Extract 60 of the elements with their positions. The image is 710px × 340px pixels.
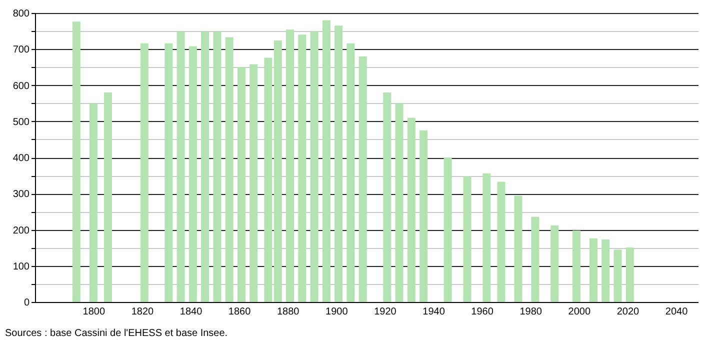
bar [188,46,197,302]
bar [264,58,272,302]
bar [237,67,246,302]
bar [444,158,452,302]
bar [334,26,343,302]
bar [140,43,148,302]
bar [407,118,416,302]
bar [614,250,622,302]
bar [550,225,559,302]
x-tick-label: 1820 [131,306,154,318]
bar [176,32,185,302]
bar [420,130,428,302]
y-tick-label: 200 [12,225,30,236]
y-tick-label: 100 [12,261,30,272]
bar [463,176,472,302]
bar [482,173,491,302]
bar [497,182,506,302]
bar [322,20,330,302]
bar [213,32,222,302]
bar [298,34,306,302]
bar [346,43,355,302]
x-tick-label: 2040 [665,306,688,318]
bar [274,40,282,302]
x-tick-label: 1860 [228,306,252,318]
y-tick-label: 800 [12,8,30,20]
bar [225,37,234,302]
bar [602,240,610,302]
bar [104,92,112,302]
bar [164,43,173,302]
bar [250,64,258,302]
x-tick-label: 1940 [422,306,446,318]
y-tick-label: 600 [12,80,30,92]
x-tick-label: 2020 [616,306,640,318]
y-tick-label: 0 [24,298,30,308]
bar [531,216,540,302]
bar [395,103,404,302]
y-tick-label: 400 [12,153,30,164]
x-tick-label: 1800 [82,306,106,318]
x-tick-label: 1980 [520,306,542,318]
y-tick-label: 300 [12,189,30,200]
bar [514,196,522,302]
x-tick-label: 1840 [180,306,203,318]
bar [89,103,98,302]
bar [589,238,598,302]
bar [72,22,80,302]
x-tick-label: 1900 [326,306,348,318]
x-tick-label: 1960 [471,306,494,318]
bar [358,56,367,302]
y-tick-label: 700 [12,44,30,56]
bar [626,247,634,302]
bar [201,32,210,302]
bar [383,92,392,302]
x-tick-label: 2000 [568,306,591,318]
y-tick-label: 500 [12,116,30,128]
x-tick-label: 1880 [276,306,300,318]
bar [310,31,318,302]
x-tick-label: 1920 [374,306,397,318]
bar [286,30,294,302]
source-note: Sources : base Cassini de l'EHESS et base Insee. [5,328,228,339]
bar [572,230,580,302]
